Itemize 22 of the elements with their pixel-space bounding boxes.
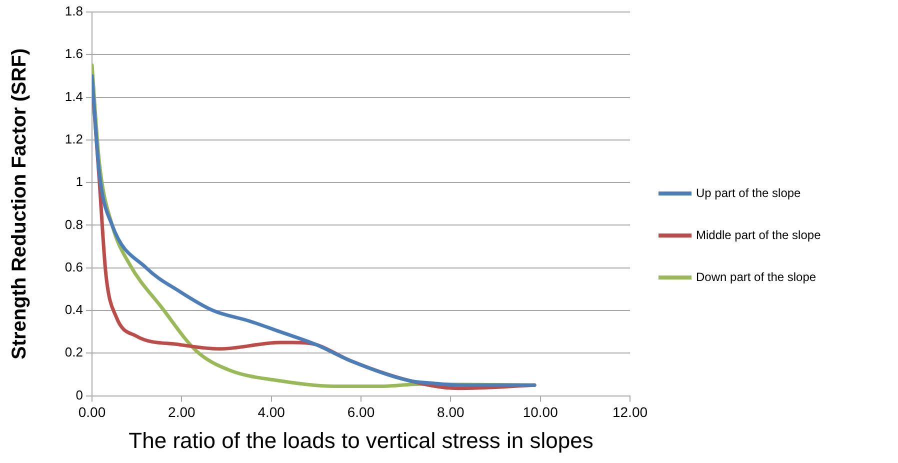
x-tick-label: 6.00 [347,404,375,420]
x-tick-label: 0.00 [78,404,106,420]
x-tick-label: 2.00 [168,404,196,420]
x-tick-label: 4.00 [258,404,286,420]
y-tick-label: 0.2 [64,344,83,360]
legend-label: Down part of the slope [696,270,816,284]
y-tick-label: 1.8 [64,4,83,19]
legend-label: Middle part of the slope [696,228,822,242]
y-tick-label: 1.2 [64,132,83,147]
y-tick-label: 0 [76,387,83,402]
y-tick-label: 0.8 [64,216,83,232]
y-tick-label: 0.4 [64,302,83,318]
y-tick-label: 1 [76,174,83,190]
y-axis-title: Strength Reduction Factor (SRF) [8,48,31,360]
y-tick-label: 1.4 [64,88,83,104]
x-tick-label: 8.00 [437,404,465,420]
y-tick-label: 0.6 [64,259,83,274]
legend-label: Up part of the slope [696,186,802,200]
x-tick-label: 12.00 [612,404,648,420]
x-tick-label: 10.00 [522,404,558,420]
y-tick-label: 1.6 [64,46,83,62]
x-axis-title: The ratio of the loads to vertical stress in slopes [128,428,594,453]
